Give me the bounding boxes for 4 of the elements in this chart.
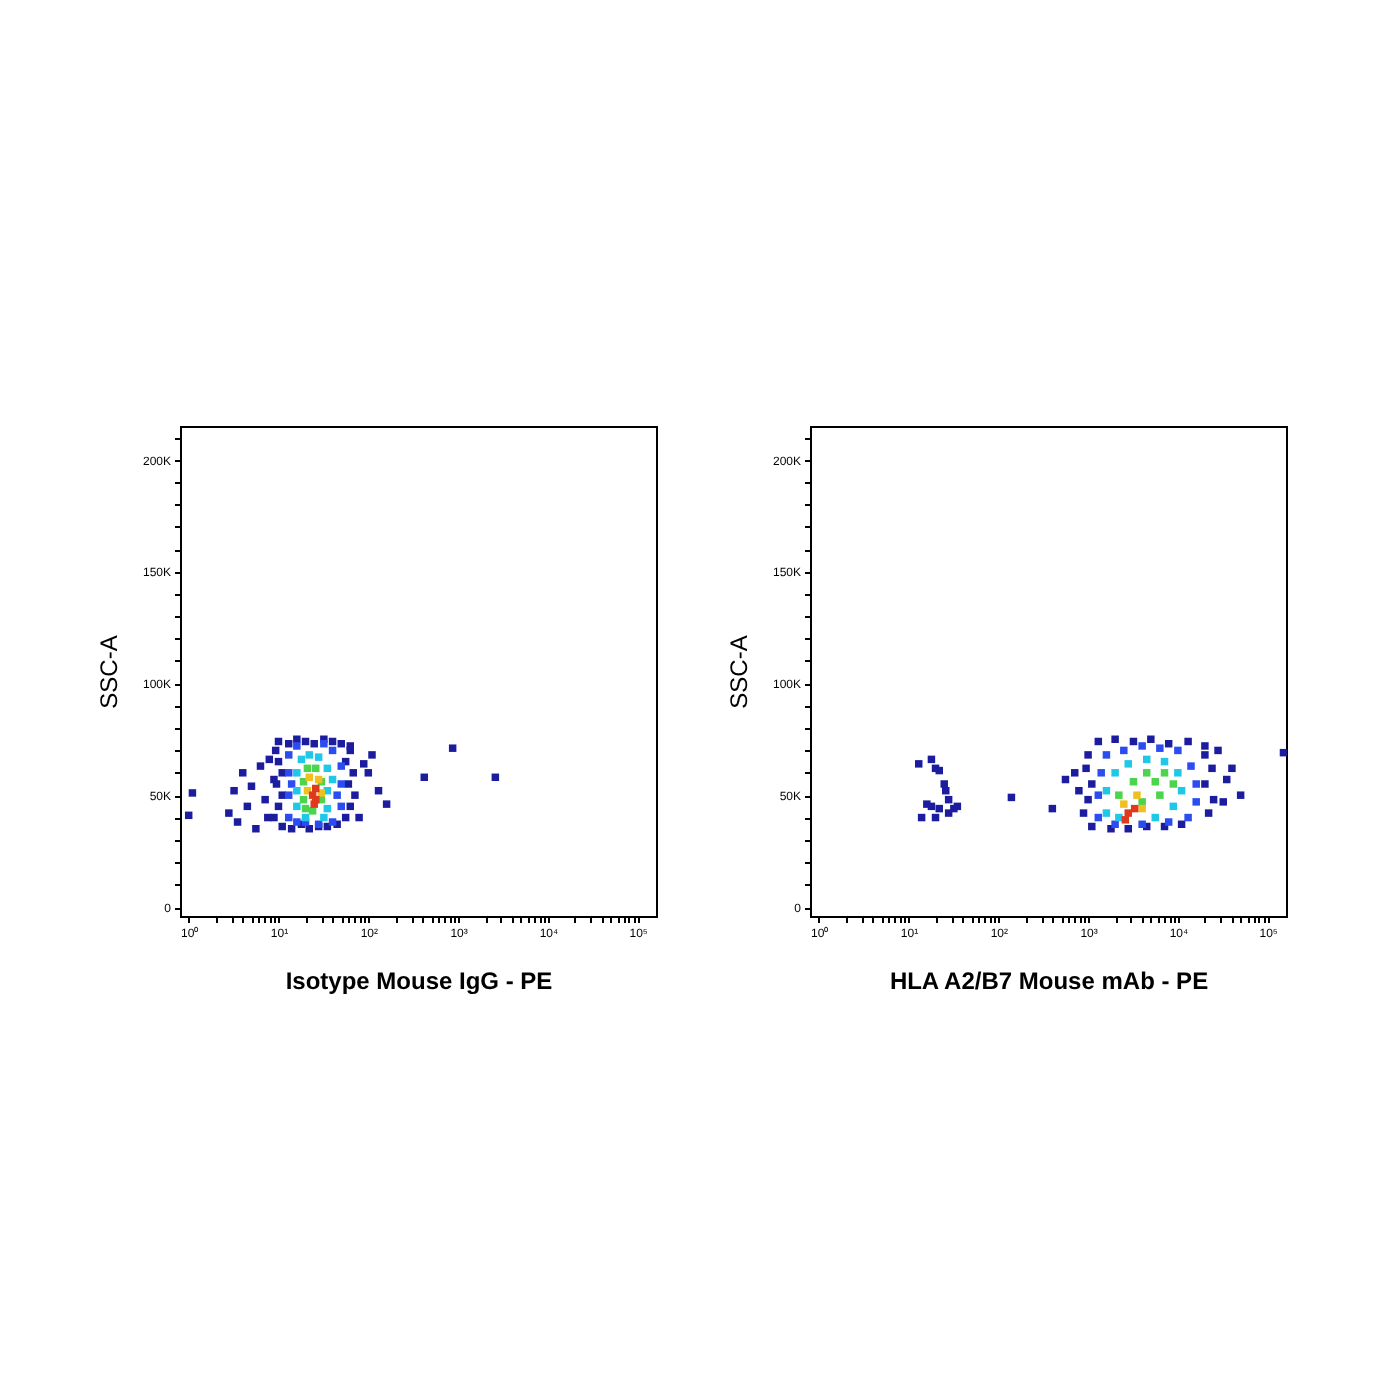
y-axis-title: SSC-A (94, 635, 123, 709)
x-axis-title: Isotype Mouse IgG - PE (285, 967, 553, 995)
x-axis-title: HLA A2/B7 Mouse mAb - PE (889, 967, 1209, 995)
y-axis-title: SSC-A (724, 635, 753, 709)
